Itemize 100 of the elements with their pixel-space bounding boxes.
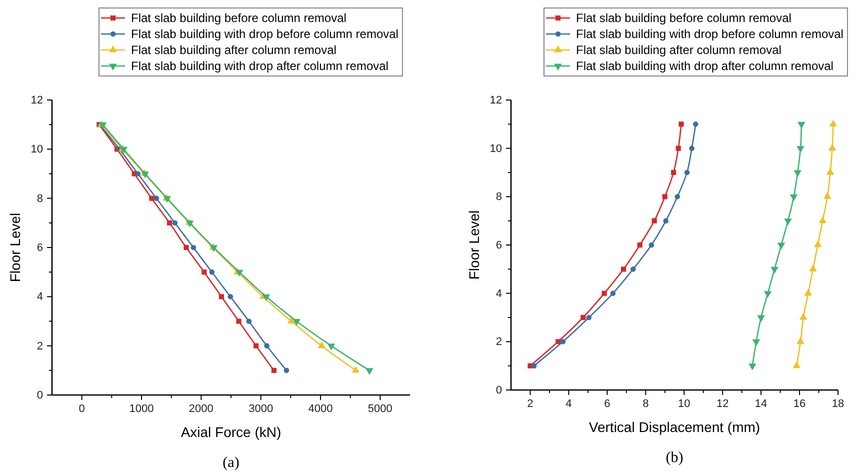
point xyxy=(790,194,798,202)
point xyxy=(792,361,801,368)
y-tick-label: 8 xyxy=(496,191,502,204)
point xyxy=(674,194,680,200)
point xyxy=(798,122,806,129)
legend-label: Flat slab building with drop before column removal xyxy=(576,27,844,41)
point xyxy=(318,341,326,348)
y-tick-label: 4 xyxy=(496,288,502,300)
text: (b) xyxy=(666,450,684,466)
point xyxy=(602,290,607,296)
x-tick-label: 12 xyxy=(716,398,729,410)
point xyxy=(254,343,259,348)
point xyxy=(676,146,681,151)
legend-label: Flat slab building after column removal xyxy=(131,43,336,57)
x-axis-title: Axial Force (kN) xyxy=(180,424,282,440)
point xyxy=(135,171,141,176)
point xyxy=(284,368,290,374)
point xyxy=(235,270,244,277)
legend-label: Flat slab building after column removal xyxy=(576,43,782,57)
y-tick-label: 10 xyxy=(30,144,43,156)
point xyxy=(228,294,234,300)
point xyxy=(271,368,277,373)
point xyxy=(757,315,765,322)
x-tick-label: 10 xyxy=(678,398,690,410)
y-axis-title: Floor Level xyxy=(7,212,23,282)
y-tick-label: 8 xyxy=(36,192,43,205)
point xyxy=(236,318,242,324)
y-tick-label: 2 xyxy=(496,336,502,348)
point xyxy=(327,344,336,350)
legend-label: Flat slab building with drop after column removal xyxy=(131,59,388,73)
point xyxy=(262,294,270,302)
point xyxy=(352,366,360,373)
point xyxy=(663,218,668,224)
point xyxy=(777,242,786,250)
point xyxy=(630,266,636,272)
y-tick-label: 12 xyxy=(490,94,502,107)
legend-label: Flat slab building with drop before column removal xyxy=(131,27,398,41)
point xyxy=(586,314,592,320)
point xyxy=(580,314,586,320)
y-tick-label: 12 xyxy=(30,94,43,107)
point xyxy=(689,146,694,151)
point xyxy=(670,170,676,176)
point xyxy=(190,244,196,250)
text: (a) xyxy=(222,455,240,471)
x-tick-label: 5000 xyxy=(368,402,392,415)
y-tick-label: 4 xyxy=(36,291,43,304)
point xyxy=(163,196,172,203)
point xyxy=(154,196,160,201)
point xyxy=(120,146,128,154)
y-tick-label: 6 xyxy=(36,242,43,254)
point xyxy=(829,120,838,126)
point xyxy=(531,363,537,368)
y-tick-label: 10 xyxy=(490,142,502,155)
point xyxy=(818,216,826,224)
point xyxy=(292,319,301,326)
x-tick-label: 18 xyxy=(832,398,844,410)
y-tick-label: 0 xyxy=(36,390,43,402)
x-tick-label: 3000 xyxy=(248,402,274,415)
point xyxy=(202,270,207,275)
point xyxy=(684,170,690,176)
point xyxy=(796,146,804,153)
point xyxy=(556,339,561,344)
point xyxy=(796,337,804,344)
y-tick-label: 0 xyxy=(496,384,502,397)
point xyxy=(752,339,760,346)
point xyxy=(809,264,817,272)
point xyxy=(678,122,684,127)
y-axis-title: Floor Level xyxy=(466,210,482,280)
x-tick-label: 8 xyxy=(642,398,649,410)
x-tick-label: 0 xyxy=(78,402,85,415)
point xyxy=(186,220,194,228)
x-axis-title: Vertical Displacement (mm) xyxy=(588,419,760,435)
point xyxy=(814,240,822,248)
x-tick-label: 6 xyxy=(604,398,610,410)
point xyxy=(141,172,149,178)
y-tick-label: 6 xyxy=(496,240,502,252)
point xyxy=(800,313,808,320)
point xyxy=(246,318,252,324)
point xyxy=(166,220,172,226)
point xyxy=(770,266,778,274)
legend-label: Flat slab building with drop after column removal xyxy=(576,59,834,73)
point xyxy=(693,122,698,127)
x-tick-label: 2 xyxy=(527,398,534,410)
point xyxy=(637,242,642,248)
point xyxy=(648,242,654,248)
x-tick-label: 4000 xyxy=(308,402,333,415)
point xyxy=(824,192,832,199)
point xyxy=(264,343,270,348)
point xyxy=(804,288,812,296)
point xyxy=(828,144,836,151)
point xyxy=(98,122,107,130)
x-tick-label: 1000 xyxy=(129,402,154,415)
point xyxy=(209,269,215,275)
y-tick-label: 2 xyxy=(36,340,43,352)
point xyxy=(662,194,668,200)
point xyxy=(784,218,792,226)
point xyxy=(560,339,566,344)
legend-label: Flat slab building before column removal xyxy=(576,11,792,25)
point xyxy=(620,266,626,272)
point xyxy=(748,364,756,370)
